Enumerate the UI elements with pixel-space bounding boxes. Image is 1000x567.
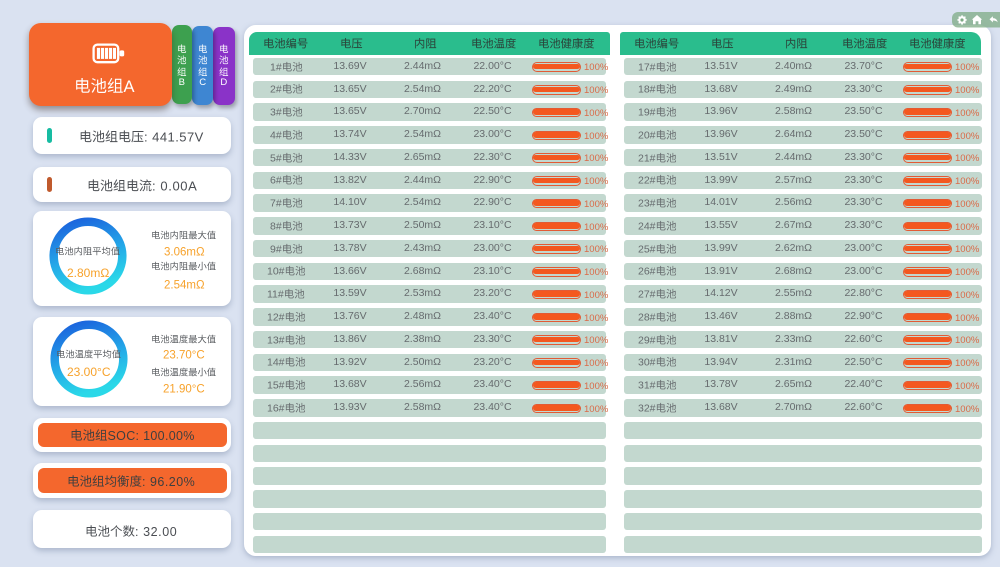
- svg-text:2#: 2#: [270, 84, 282, 96]
- svg-text:6#: 6#: [270, 175, 282, 187]
- svg-text:29#: 29#: [638, 334, 656, 346]
- svg-text:31#: 31#: [638, 380, 656, 392]
- svg-text:13#: 13#: [267, 334, 285, 346]
- svg-text:25#: 25#: [638, 243, 656, 255]
- svg-text:3#: 3#: [270, 107, 282, 119]
- svg-text:16#: 16#: [267, 402, 285, 414]
- svg-text:5#: 5#: [270, 152, 282, 164]
- svg-text:3.06mΩ: 3.06mΩ: [164, 246, 205, 258]
- svg-text:28#: 28#: [638, 311, 656, 323]
- svg-text:SOC: 100.00%: SOC: 100.00%: [108, 429, 195, 443]
- svg-text:: 0.00A: : 0.00A: [152, 178, 197, 193]
- svg-text:7#: 7#: [270, 198, 282, 210]
- svg-text:17#: 17#: [638, 61, 656, 73]
- svg-text:21#: 21#: [638, 152, 656, 164]
- svg-text:32#: 32#: [638, 402, 656, 414]
- svg-text:23#: 23#: [638, 198, 656, 210]
- svg-text:22#: 22#: [638, 175, 656, 187]
- svg-text:24#: 24#: [638, 220, 656, 232]
- svg-text:20#: 20#: [638, 129, 656, 141]
- svg-text:12#: 12#: [267, 311, 285, 323]
- svg-text:27#: 27#: [638, 289, 656, 301]
- svg-text:21.90°C: 21.90°C: [163, 383, 205, 395]
- svg-text:: 32.00: : 32.00: [135, 525, 177, 539]
- svg-text:23.70°C: 23.70°C: [163, 350, 205, 362]
- svg-text:1#: 1#: [270, 61, 282, 73]
- svg-text:: 96.20%: : 96.20%: [142, 475, 195, 489]
- svg-text:8#: 8#: [270, 220, 282, 232]
- svg-text:23.00°C: 23.00°C: [67, 365, 111, 379]
- svg-text:9#: 9#: [270, 243, 282, 255]
- svg-text:2.80mΩ: 2.80mΩ: [67, 266, 109, 280]
- svg-text:10#: 10#: [267, 266, 285, 278]
- svg-text:11#: 11#: [267, 289, 284, 301]
- svg-text:30#: 30#: [638, 357, 656, 369]
- svg-text:19#: 19#: [638, 107, 656, 119]
- svg-text:14#: 14#: [267, 357, 285, 369]
- svg-text:A: A: [123, 78, 134, 96]
- svg-text:: 441.57V: : 441.57V: [144, 129, 204, 144]
- svg-text:15#: 15#: [267, 380, 285, 392]
- svg-text:2.54mΩ: 2.54mΩ: [164, 280, 205, 292]
- svg-text:18#: 18#: [638, 84, 656, 96]
- svg-text:26#: 26#: [638, 266, 656, 278]
- svg-text:4#: 4#: [270, 129, 282, 141]
